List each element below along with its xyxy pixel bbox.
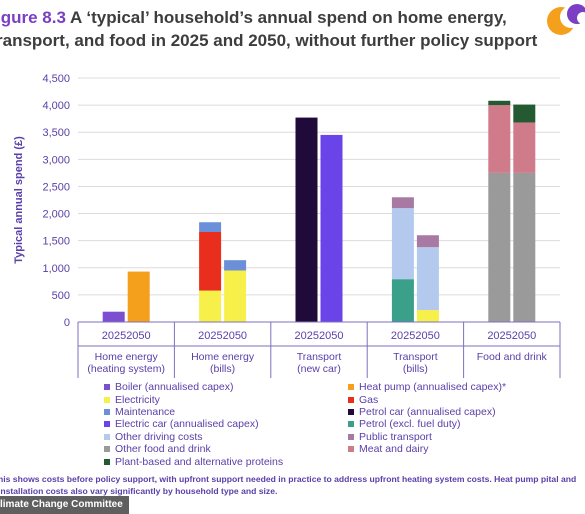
- legend-item: Meat and dairy: [348, 443, 574, 455]
- legend-item: Electricity: [104, 393, 348, 406]
- figure-title-text: A ‘typical’ household’s annual spend on …: [0, 8, 538, 50]
- legend-item: Gas: [348, 393, 574, 406]
- y-tick-label: 500: [52, 290, 70, 302]
- legend-item: Other food and drink: [104, 443, 348, 455]
- category-label: Transport: [393, 351, 438, 363]
- bar-segment: [127, 271, 150, 322]
- legend-swatch: [104, 433, 110, 440]
- legend-label: Boiler (annualised capex): [115, 381, 234, 394]
- bar-segment: [488, 105, 511, 173]
- bar-segment: [224, 260, 247, 271]
- category-label: (heating system): [87, 363, 165, 375]
- category-label: Transport: [297, 351, 342, 363]
- category-label: (bills): [403, 363, 428, 375]
- bar-segment: [199, 222, 222, 232]
- y-tick-label: 3,500: [42, 127, 70, 139]
- chart-legend: Boiler (annualised capex) Heat pump (annu…: [104, 381, 574, 468]
- y-tick-label: 2,500: [42, 181, 70, 193]
- bar-segment: [391, 279, 414, 322]
- bar-segment: [295, 117, 318, 323]
- legend-item: Petrol car (annualised capex): [348, 406, 574, 418]
- x-tick-label: 20252050: [487, 330, 536, 342]
- legend-swatch: [104, 458, 110, 465]
- bar-segment: [513, 122, 536, 173]
- y-tick-label: 3,000: [42, 154, 70, 166]
- category-label: (bills): [210, 363, 235, 375]
- legend-swatch: [348, 433, 354, 440]
- legend-item: Petrol (excl. fuel duty): [348, 418, 574, 430]
- bar-segment: [320, 134, 343, 322]
- bar-segment: [391, 197, 414, 209]
- legend-label: Other food and drink: [115, 443, 211, 456]
- y-tick-label: 1,500: [42, 236, 70, 248]
- legend-swatch: [104, 384, 110, 391]
- legend-swatch: [348, 408, 354, 415]
- legend-label: Electricity: [115, 393, 160, 406]
- x-tick-label: 20252050: [295, 330, 344, 342]
- category-label: (new car): [297, 363, 341, 375]
- legend-item: Maintenance: [104, 406, 348, 418]
- legend-item: Electric car (annualised capex): [104, 418, 348, 430]
- bar-segment: [488, 172, 511, 322]
- legend-label: Electric car (annualised capex): [115, 418, 259, 431]
- legend-swatch: [104, 446, 110, 453]
- bar-segment: [416, 235, 439, 248]
- legend-label: Petrol car (annualised capex): [359, 405, 496, 418]
- legend-swatch: [104, 396, 110, 403]
- bar-segment: [102, 311, 125, 322]
- y-axis-label: Typical annual spend (£): [13, 136, 25, 264]
- bar-segment: [224, 270, 247, 322]
- y-tick-label: 1,000: [42, 263, 70, 275]
- ccc-logo-icon: [547, 4, 585, 35]
- figure-title: igure 8.3 A ‘typical’ household’s annual…: [0, 6, 556, 52]
- category-label: Home energy: [95, 351, 159, 363]
- bar-segment: [199, 290, 222, 322]
- legend-label: Maintenance: [115, 405, 176, 418]
- legend-item: Public transport: [348, 431, 574, 443]
- y-tick-label: 4,500: [42, 73, 70, 85]
- bar-segment: [513, 104, 536, 123]
- figure-label: igure 8.3: [0, 8, 66, 27]
- legend-item: Boiler (annualised capex): [104, 381, 348, 393]
- legend-swatch: [348, 384, 354, 391]
- legend-swatch: [104, 421, 110, 428]
- legend-swatch: [348, 396, 354, 403]
- source-credit: limate Change Committee: [0, 496, 129, 514]
- category-label: Home energy: [191, 351, 255, 363]
- bar-segment: [416, 310, 439, 322]
- legend-label: Plant-based and alternative proteins: [115, 455, 284, 468]
- legend-item: Heat pump (annualised capex)*: [348, 381, 574, 393]
- x-tick-label: 20252050: [102, 330, 151, 342]
- legend-swatch: [348, 446, 354, 453]
- y-tick-label: 4,000: [42, 100, 70, 112]
- legend-swatch: [104, 408, 110, 415]
- y-tick-label: 0: [64, 317, 70, 329]
- bar-segment: [416, 247, 439, 311]
- legend-label: Meat and dairy: [359, 443, 429, 456]
- legend-label: Gas: [359, 393, 379, 406]
- legend-item: Other driving costs: [104, 431, 348, 443]
- x-tick-label: 20252050: [198, 330, 247, 342]
- legend-label: Heat pump (annualised capex)*: [359, 381, 507, 394]
- legend-label: Public transport: [359, 430, 432, 443]
- bar-segment: [488, 100, 511, 106]
- bar-segment: [199, 231, 222, 291]
- y-tick-label: 2,000: [42, 209, 70, 221]
- legend-item: Plant-based and alternative proteins: [104, 455, 348, 468]
- category-label: Food and drink: [477, 351, 548, 363]
- x-tick-label: 20252050: [391, 330, 440, 342]
- legend-label: Petrol (excl. fuel duty): [359, 418, 461, 431]
- figure-note: his shows costs before policy support, w…: [0, 474, 577, 496]
- legend-swatch: [348, 421, 354, 428]
- bar-segment: [513, 172, 536, 322]
- legend-label: Other driving costs: [115, 430, 203, 443]
- bar-segment: [391, 208, 414, 280]
- spend-chart: 0 500 1,000 1,500 2,000 2,500 3,000 3,500 4,000 4…: [13, 73, 561, 378]
